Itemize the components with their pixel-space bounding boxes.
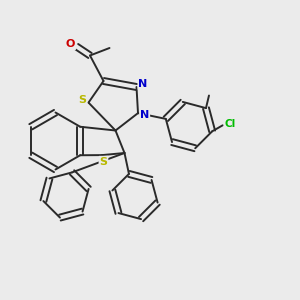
Text: Cl: Cl xyxy=(225,119,236,129)
Text: S: S xyxy=(79,95,86,105)
Text: S: S xyxy=(100,157,107,167)
Text: N: N xyxy=(139,79,148,89)
Text: N: N xyxy=(140,110,149,120)
Text: O: O xyxy=(66,39,75,49)
